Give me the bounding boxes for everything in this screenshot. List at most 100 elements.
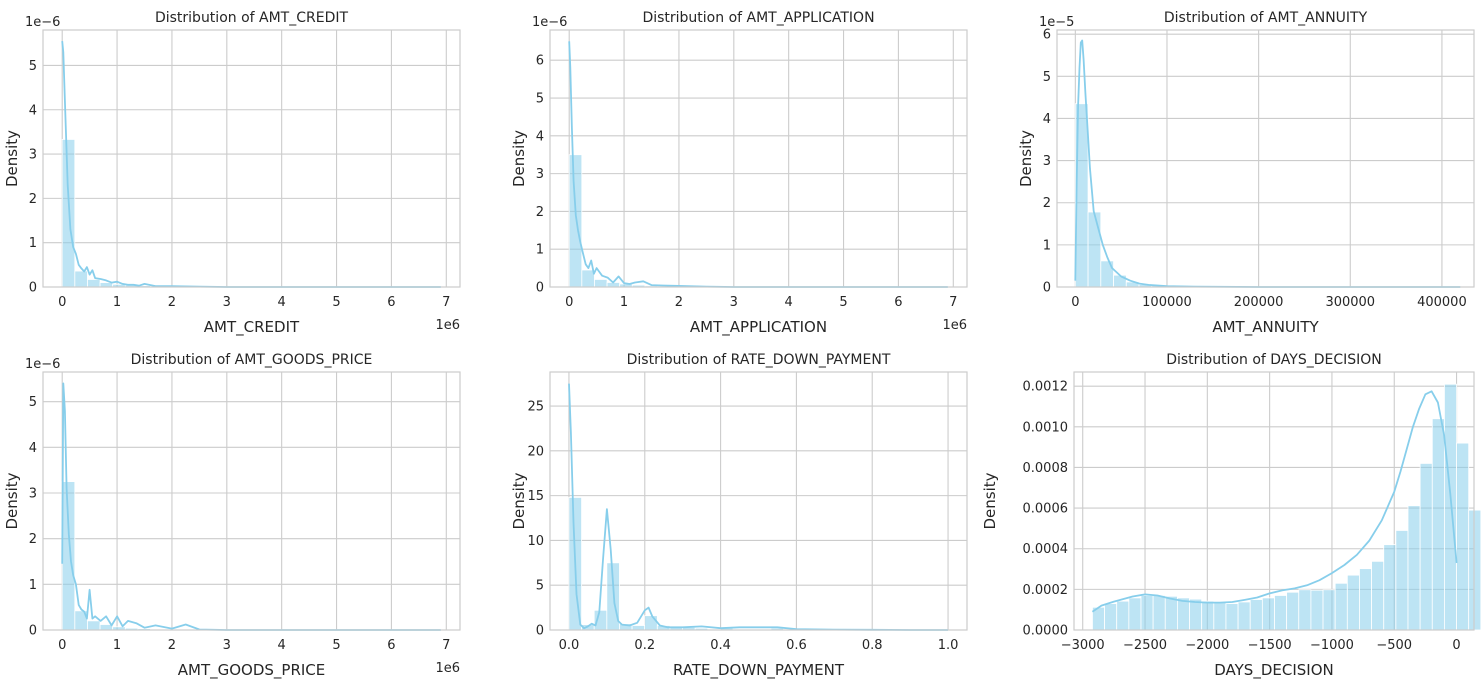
histogram-bar — [74, 270, 88, 288]
x-tick-label: 3 — [223, 295, 231, 310]
x-tick-label: 0.8 — [862, 638, 883, 653]
x-tick-label: 2 — [168, 295, 176, 310]
y-axis-label: Density — [1017, 130, 1035, 187]
y-offset-text: 1e−6 — [25, 15, 60, 30]
histogram-bar — [1274, 595, 1288, 631]
y-axis-label: Density — [510, 130, 528, 187]
subplot-title: Distribution of AMT_GOODS_PRICE — [131, 352, 373, 368]
subplot-3: 0 100000 200000 300000 400000 0 1 2 3 4 5 6 Distribu… — [1017, 10, 1475, 337]
axes-frame — [42, 371, 461, 631]
y-tick-label: 0 — [536, 281, 544, 296]
subplot-title: Distribution of AMT_ANNUITY — [1164, 10, 1368, 26]
x-tick-label: 4 — [785, 295, 793, 310]
x-tick-label: 0.4 — [710, 638, 731, 653]
histogram-bar — [1371, 560, 1385, 631]
histogram-bar — [1087, 211, 1102, 288]
kde-line — [568, 41, 948, 288]
x-tick-label: 5 — [332, 295, 340, 310]
histogram-bar — [1444, 383, 1457, 631]
y-tick-label: 0 — [29, 624, 37, 639]
kde-line — [1074, 39, 1461, 288]
y-tick-label: 0.0002 — [1023, 583, 1069, 598]
y-tick-label: 5 — [536, 92, 544, 107]
axes-frame — [1073, 371, 1475, 631]
y-tick-label: 0.0012 — [1023, 380, 1069, 395]
histogram-bar — [568, 154, 583, 288]
y-tick-label: 1 — [536, 243, 544, 258]
histogram-bar — [1322, 589, 1336, 631]
y-tick-label: 0 — [29, 281, 37, 296]
x-tick-label: 0.0 — [559, 638, 580, 653]
x-tick-label: 1 — [620, 295, 628, 310]
y-tick-label: 3 — [29, 148, 37, 163]
y-tick-label: 2 — [1043, 196, 1051, 211]
x-tick-label: 6 — [387, 295, 395, 310]
y-tick-label: 2 — [29, 192, 37, 207]
histogram-bar — [644, 615, 658, 631]
x-axis-label: DAYS_DECISION — [1214, 661, 1333, 680]
histogram-bar — [1298, 589, 1312, 631]
axes-frame — [549, 29, 968, 288]
histogram-bar — [1225, 603, 1239, 631]
y-tick-label: 0 — [1043, 281, 1051, 296]
axes-frame — [549, 371, 968, 631]
subplot-4: 0 1 2 3 4 5 6 7 0 1 2 3 4 5 Distribution of AMT_GOODS_… — [3, 352, 461, 680]
histogram-bar — [594, 279, 608, 288]
x-tick-label: −2500 — [1123, 638, 1167, 653]
x-offset-text: 1e6 — [435, 661, 460, 676]
y-tick-label: 5 — [1043, 70, 1051, 85]
y-tick-label: 10 — [527, 534, 544, 549]
x-tick-label: 1.0 — [938, 638, 959, 653]
histogram-bar — [1431, 418, 1445, 631]
y-offset-text: 1e−6 — [25, 357, 60, 372]
y-axis-label: Density — [510, 472, 528, 529]
axes-frame — [1056, 29, 1475, 288]
histogram-bar — [1100, 260, 1114, 288]
y-axis-label: Density — [3, 130, 21, 187]
x-tick-label: 5 — [839, 295, 847, 310]
y-tick-label: 0 — [536, 624, 544, 639]
y-tick-label: 5 — [536, 579, 544, 594]
x-tick-label: 200000 — [1234, 295, 1284, 310]
y-tick-label: 0.0004 — [1023, 542, 1069, 557]
y-axis-label: Density — [981, 472, 999, 529]
x-tick-label: 7 — [949, 295, 957, 310]
y-tick-label: 25 — [527, 400, 544, 415]
x-tick-label: 5 — [332, 638, 340, 653]
subplot-title: Distribution of AMT_CREDIT — [155, 10, 349, 26]
histogram-bar — [1468, 509, 1482, 631]
histogram-bar — [1346, 574, 1360, 631]
y-tick-label: 4 — [29, 441, 37, 456]
kde-line — [1091, 390, 1458, 613]
axes-frame — [42, 29, 461, 288]
x-tick-label: 2 — [675, 295, 683, 310]
y-tick-label: 3 — [1043, 154, 1051, 169]
x-tick-label: 300000 — [1325, 295, 1375, 310]
histogram-bar — [87, 620, 101, 631]
y-tick-label: 0.0000 — [1023, 624, 1069, 639]
y-tick-label: 1 — [1043, 238, 1051, 253]
subplot-1: 0 1 2 3 4 5 6 7 0 1 2 3 4 5 Distribution of AMT_CREDIT… — [3, 10, 461, 337]
kde-line — [61, 41, 441, 288]
histogram-bar — [1310, 589, 1324, 631]
y-tick-label: 0.0008 — [1023, 461, 1069, 476]
x-tick-label: 6 — [894, 295, 902, 310]
x-tick-label: 3 — [730, 295, 738, 310]
x-tick-label: 7 — [442, 638, 450, 653]
y-tick-label: 2 — [536, 205, 544, 220]
x-axis-label: AMT_CREDIT — [204, 318, 300, 337]
histogram-bar — [1113, 274, 1127, 288]
x-offset-text: 1e6 — [435, 318, 460, 333]
subplot-2: 0 1 2 3 4 5 6 7 0 1 2 3 4 5 6 Distribution of AMT_APPLI… — [510, 10, 968, 337]
x-tick-label: 0 — [1071, 295, 1079, 310]
subplot-title: Distribution of DAYS_DECISION — [1166, 352, 1382, 368]
x-tick-label: 400000 — [1417, 295, 1467, 310]
y-tick-label: 5 — [29, 395, 37, 410]
x-tick-label: 0 — [565, 295, 573, 310]
x-tick-label: 4 — [278, 295, 286, 310]
y-axis-label: Density — [3, 472, 21, 529]
histogram-bar — [1152, 595, 1166, 631]
subplot-5: 0.0 0.2 0.4 0.6 0.8 1.0 0 5 10 15 20 25 Distribution… — [510, 352, 968, 680]
y-tick-label: 4 — [1043, 112, 1051, 127]
x-tick-label: −1500 — [1248, 638, 1292, 653]
